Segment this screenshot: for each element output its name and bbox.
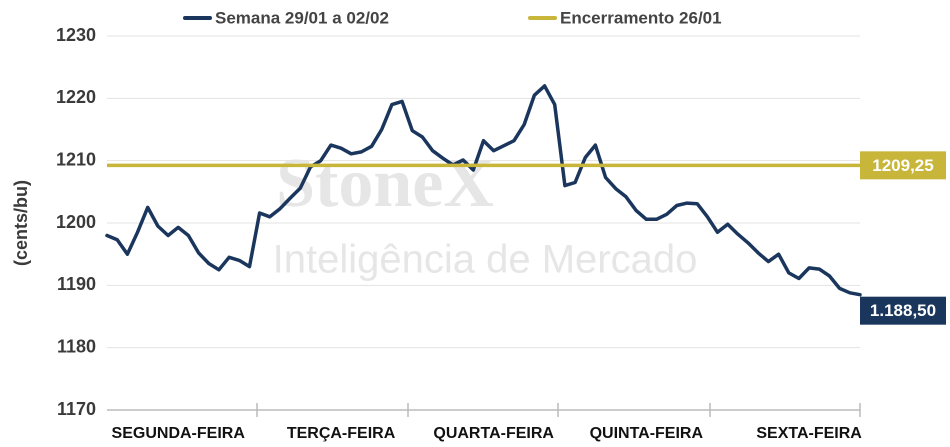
y-tick-label: 1180: [57, 336, 96, 356]
x-tick-label: QUINTA-FEIRA: [590, 425, 704, 442]
legend-label: Semana 29/01 a 02/02: [215, 8, 389, 27]
watermark: Inteligência de Mercado: [273, 238, 698, 282]
data-line: [105, 84, 862, 297]
value-label-box: [860, 151, 946, 180]
y-tick-label: 1210: [56, 149, 96, 169]
value-label: 1209,25: [872, 156, 933, 175]
y-axis-label: (cents/bu): [11, 180, 31, 266]
y-tick-label: 1230: [56, 25, 96, 45]
watermark: StoneX: [276, 145, 494, 222]
y-tick-label: 1200: [56, 212, 96, 232]
x-tick-label: QUARTA-FEIRA: [433, 425, 554, 442]
value-label-box: [860, 296, 946, 325]
x-tick-label: SEXTA-FEIRA: [756, 425, 862, 442]
y-tick-label: 1220: [56, 87, 96, 107]
x-tick-label: SEGUNDA-FEIRA: [112, 425, 246, 442]
y-tick-label: 1190: [57, 274, 96, 294]
y-tick-label: 1170: [57, 399, 96, 419]
legend-label: Encerramento 26/01: [560, 8, 722, 27]
value-label: 1.188,50: [870, 301, 936, 320]
x-tick-label: TERÇA-FEIRA: [287, 425, 396, 442]
